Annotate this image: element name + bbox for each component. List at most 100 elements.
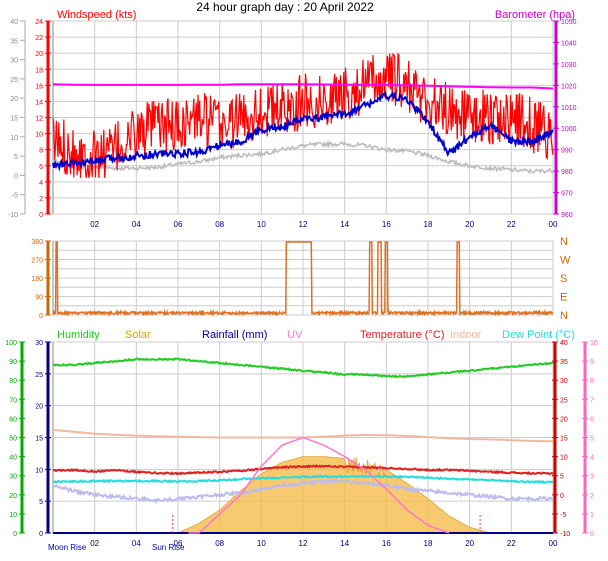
uv-tick-label: 7 [590, 397, 594, 404]
rainfall-tick-label: 10 [35, 467, 43, 474]
humidity-tick-label: 20 [9, 493, 17, 500]
temperature-tick-label: -5 [560, 512, 566, 519]
wind-x-tick-label: 18 [424, 220, 433, 229]
outer-axis-tick-label: 0 [14, 173, 18, 180]
barometer-tick-label: 1010 [561, 105, 577, 112]
series-line-average-wind [52, 90, 554, 172]
uv-tick-label: 10 [590, 340, 598, 347]
outer-axis-tick-label: 20 [10, 96, 18, 103]
sun-rise-label: Sun Rise [152, 543, 185, 552]
windspeed-tick-label: 20 [35, 51, 43, 58]
series-line-uv_index [188, 436, 450, 534]
temperature-tick-label: -10 [560, 531, 570, 538]
series-line-windspeed [52, 52, 554, 178]
multi-x-tick-label: 20 [465, 539, 474, 548]
series-line-gust-grey [52, 139, 554, 175]
uv-tick-label: 1 [590, 512, 594, 519]
outer-axis-tick-label: 35 [10, 38, 18, 45]
multi-x-tick-label: 22 [507, 539, 516, 548]
multi-x-tick-label: 06 [174, 539, 183, 548]
direction-tick-label: 270 [31, 258, 43, 265]
uv-tick-label: 0 [590, 531, 594, 538]
direction-tick-label: 0 [39, 313, 43, 320]
temperature-tick-label: 15 [560, 436, 568, 443]
direction-compass-label: N [560, 310, 568, 322]
windspeed-axis-title: Windspeed (kts) [57, 9, 136, 21]
windspeed-tick-label: 12 [35, 116, 43, 123]
legend-label: Indoor [450, 329, 482, 341]
wind-x-tick-label: 16 [382, 220, 391, 229]
uv-tick-label: 5 [590, 436, 594, 443]
temperature-tick-label: 5 [560, 474, 564, 481]
barometer-axis-title: Barometer (hpa) [495, 9, 575, 21]
uv-tick-label: 6 [590, 416, 594, 423]
humidity-tick-label: 10 [9, 512, 17, 519]
rainfall-tick-label: 25 [35, 372, 43, 379]
rainfall-tick-label: 15 [35, 436, 43, 443]
wind-x-tick-label: 14 [340, 220, 349, 229]
humidity-tick-label: 30 [9, 474, 17, 481]
multi-x-tick-label: 10 [257, 539, 266, 548]
outer-axis-tick-label: -5 [12, 193, 18, 200]
wind-x-tick-label: 00 [549, 220, 558, 229]
barometer-tick-label: 980 [561, 169, 573, 176]
outer-axis-tick-label: 10 [10, 135, 18, 142]
multi-x-tick-label: 08 [215, 539, 224, 548]
direction-compass-label: S [560, 273, 567, 285]
windspeed-tick-label: 16 [35, 83, 43, 90]
multi-x-tick-label: 00 [549, 539, 558, 548]
humidity-tick-label: 60 [9, 416, 17, 423]
humidity-tick-label: 80 [9, 378, 17, 385]
barometer-tick-label: 1030 [561, 62, 577, 69]
direction-tick-label: 90 [35, 295, 43, 302]
wind-x-tick-label: 12 [299, 220, 308, 229]
wind-x-tick-label: 04 [132, 220, 141, 229]
wind-x-tick-label: 08 [215, 220, 224, 229]
temperature-tick-label: 40 [560, 340, 568, 347]
direction-tick-label: 180 [31, 276, 43, 283]
outer-axis-tick-label: -10 [8, 212, 18, 219]
windspeed-tick-label: 4 [39, 180, 43, 187]
windspeed-tick-label: 14 [35, 99, 43, 106]
humidity-tick-label: 70 [9, 397, 17, 404]
temperature-tick-label: 25 [560, 397, 568, 404]
direction-compass-label: N [560, 236, 568, 248]
barometer-tick-label: 970 [561, 191, 573, 198]
legend-label: Dew Point (°C) [502, 329, 575, 341]
barometer-tick-label: 1020 [561, 83, 577, 90]
series-line-temperature [52, 464, 554, 476]
humidity-tick-label: 40 [9, 455, 17, 462]
moon-rise-label: Moon Rise [48, 543, 87, 552]
direction-compass-label: W [560, 255, 571, 267]
series-line-humidity [53, 357, 554, 379]
windspeed-tick-label: 6 [39, 164, 43, 171]
barometer-tick-label: 1040 [561, 40, 577, 47]
legend-label: Temperature (°C) [360, 329, 444, 341]
uv-tick-label: 4 [590, 455, 594, 462]
humidity-tick-label: 50 [9, 436, 17, 443]
uv-tick-label: 2 [590, 493, 594, 500]
graph-title: 24 hour graph day : 20 April 2022 [196, 0, 374, 14]
wind-x-tick-label: 22 [507, 220, 516, 229]
wind-x-tick-label: 02 [90, 220, 99, 229]
legend-label: Rainfall (mm) [202, 329, 267, 341]
uv-tick-label: 3 [590, 474, 594, 481]
outer-axis-tick-label: 25 [10, 77, 18, 84]
temperature-tick-label: 20 [560, 416, 568, 423]
legend-label: Humidity [57, 329, 100, 341]
windspeed-tick-label: 8 [39, 148, 43, 155]
humidity-tick-label: 0 [13, 531, 17, 538]
humidity-tick-label: 90 [9, 359, 17, 366]
barometer-tick-label: 1050 [561, 19, 577, 26]
rainfall-tick-label: 20 [35, 404, 43, 411]
windspeed-tick-label: 10 [35, 132, 43, 139]
multi-x-tick-label: 04 [132, 539, 141, 548]
legend-label: UV [287, 329, 303, 341]
multi-x-tick-label: 18 [424, 539, 433, 548]
multi-x-tick-label: 02 [90, 539, 99, 548]
rainfall-tick-label: 5 [39, 499, 43, 506]
outer-axis-tick-label: 5 [14, 154, 18, 161]
temperature-tick-label: 0 [560, 493, 564, 500]
series-line-uv [52, 478, 554, 505]
